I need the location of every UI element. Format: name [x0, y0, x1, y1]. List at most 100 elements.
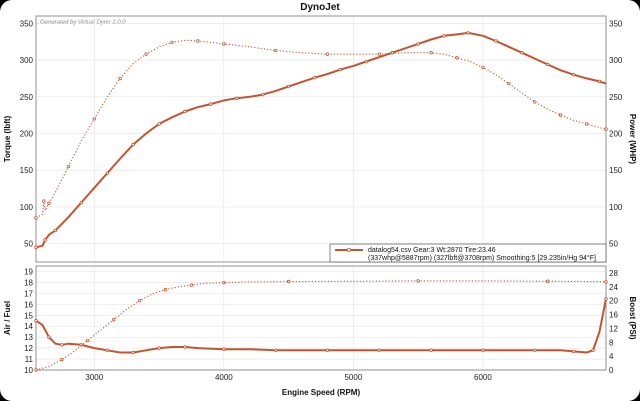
- x-tick-label: 4000: [215, 373, 233, 382]
- top-series-1-point: [222, 42, 226, 46]
- bottom-series-1-point: [34, 368, 38, 372]
- bottom-series-1-point: [416, 279, 420, 283]
- x-tick-label: 6000: [474, 373, 492, 382]
- top-series-0-point: [416, 42, 420, 46]
- top-series-0-point: [494, 39, 498, 43]
- bottom-right-tick-label: 4: [609, 352, 614, 361]
- bottom-series-0-point: [60, 343, 64, 347]
- top-series-1-point: [47, 201, 51, 205]
- bottom-left-tick-label: 13: [24, 333, 33, 342]
- bottom-series-1-point: [604, 280, 608, 284]
- top-series-0-point: [286, 84, 291, 89]
- bottom-series-0-point: [571, 349, 576, 354]
- top-right-tick-label: 300: [609, 56, 623, 65]
- top-series-0-line: [35, 31, 607, 249]
- bottom-left-tick-label: 10: [24, 366, 33, 375]
- bottom-series-0-point: [131, 350, 135, 355]
- bottom-right-tick-label: 16: [609, 311, 618, 320]
- top-right-tick-label: 200: [609, 129, 623, 138]
- bottom-series-1-line: [35, 280, 607, 371]
- bottom-right-tick-label: 28: [609, 269, 618, 278]
- top-series-1-point: [604, 127, 608, 131]
- top-series-0-point: [131, 142, 135, 147]
- bottom-series-0-point: [34, 319, 38, 323]
- bottom-series-1-point: [137, 298, 142, 303]
- bottom-series-1-point: [60, 357, 64, 362]
- top-left-tick-label: 50: [24, 240, 33, 249]
- bottom-left-tick-label: 12: [24, 344, 33, 353]
- top-right-axis-label: Power (WHP): [628, 114, 637, 165]
- top-right-tick-label: 350: [609, 19, 623, 28]
- top-series-0-point: [364, 59, 369, 64]
- bottom-series-1-point: [546, 279, 550, 283]
- bottom-left-tick-label: 15: [24, 311, 33, 320]
- bottom-right-tick-label: 20: [609, 297, 618, 306]
- top-series-1-point: [144, 52, 148, 56]
- top-series-1-point: [507, 81, 511, 86]
- top-series-1-point: [584, 122, 589, 126]
- bottom-series-0-point: [222, 347, 226, 351]
- bottom-series-0-point: [481, 348, 485, 352]
- top-series-0-point: [209, 102, 213, 106]
- bottom-right-axis-label: Boost (PSI): [628, 296, 637, 339]
- top-series-0-point: [105, 171, 109, 175]
- bottom-right-tick-label: 8: [609, 338, 614, 347]
- bottom-series-0-point: [377, 348, 381, 352]
- bottom-right-tick-label: 12: [609, 324, 618, 333]
- top-series-1-point: [455, 56, 459, 60]
- top-left-tick-label: 200: [20, 129, 34, 138]
- top-series-1-point: [377, 52, 381, 56]
- top-series-0-point: [312, 75, 317, 80]
- top-left-tick-label: 350: [20, 19, 34, 28]
- bottom-series-0-point: [183, 345, 187, 349]
- top-series-1-point: [196, 39, 200, 43]
- top-series-0-point: [53, 228, 58, 233]
- bottom-right-tick-label: 24: [609, 283, 618, 292]
- bottom-series-0-point: [604, 297, 608, 301]
- top-series-0-point: [466, 31, 470, 35]
- top-series-0-point: [597, 79, 602, 84]
- top-series-0-point: [183, 109, 187, 114]
- top-series-1-point: [273, 48, 278, 53]
- bottom-series-1-point: [222, 280, 226, 285]
- top-series-1-point: [34, 216, 38, 220]
- top-series-1-point: [118, 76, 122, 81]
- bottom-series-0-line: [35, 298, 607, 354]
- bottom-series-0-point: [325, 348, 330, 352]
- top-series-1-point: [92, 117, 96, 121]
- top-series-1-point: [558, 113, 563, 117]
- top-left-tick-label: 250: [20, 93, 34, 102]
- top-series-1-point: [42, 199, 46, 203]
- bottom-series-0-point: [591, 348, 595, 352]
- top-series-0-point: [43, 238, 47, 242]
- top-series-1-point: [481, 65, 485, 70]
- top-series-0-point: [442, 34, 446, 38]
- top-series-0-point: [546, 62, 550, 67]
- bottom-series-0-point: [105, 348, 109, 352]
- top-right-tick-label: 50: [609, 240, 618, 249]
- top-series-0-point: [79, 200, 84, 205]
- top-left-axis-label: Torque (lbft): [3, 115, 12, 162]
- bottom-series-0-point: [533, 348, 537, 352]
- bottom-left-tick-label: 19: [24, 267, 33, 276]
- bottom-left-tick-label: 17: [24, 289, 33, 298]
- top-series-0-point: [157, 122, 161, 126]
- top-right-tick-label: 100: [609, 203, 623, 212]
- legend-swatch-marker: [346, 247, 351, 252]
- bottom-series-0-point: [157, 346, 161, 350]
- top-series-0-point: [34, 245, 38, 250]
- bottom-left-axis-label: Air / Fuel: [3, 301, 12, 335]
- top-series-1-point: [429, 51, 433, 55]
- bottom-right-tick-label: 0: [609, 366, 614, 375]
- bottom-series-1-point: [112, 318, 116, 322]
- top-plot-frame: [35, 15, 607, 263]
- chart-title: DynoJet: [300, 2, 340, 13]
- top-series-0-point: [571, 73, 576, 77]
- legend-line-2: (337whp@5887rpm) (327lbft@3708rpm) Smoot…: [368, 254, 596, 262]
- bottom-series-1-point: [163, 287, 168, 292]
- top-left-tick-label: 100: [20, 203, 34, 212]
- bottom-left-tick-label: 11: [25, 355, 34, 364]
- generator-note: Generated by Virtual Dyno 1.0.0: [40, 20, 126, 26]
- bottom-left-tick-label: 14: [24, 322, 33, 331]
